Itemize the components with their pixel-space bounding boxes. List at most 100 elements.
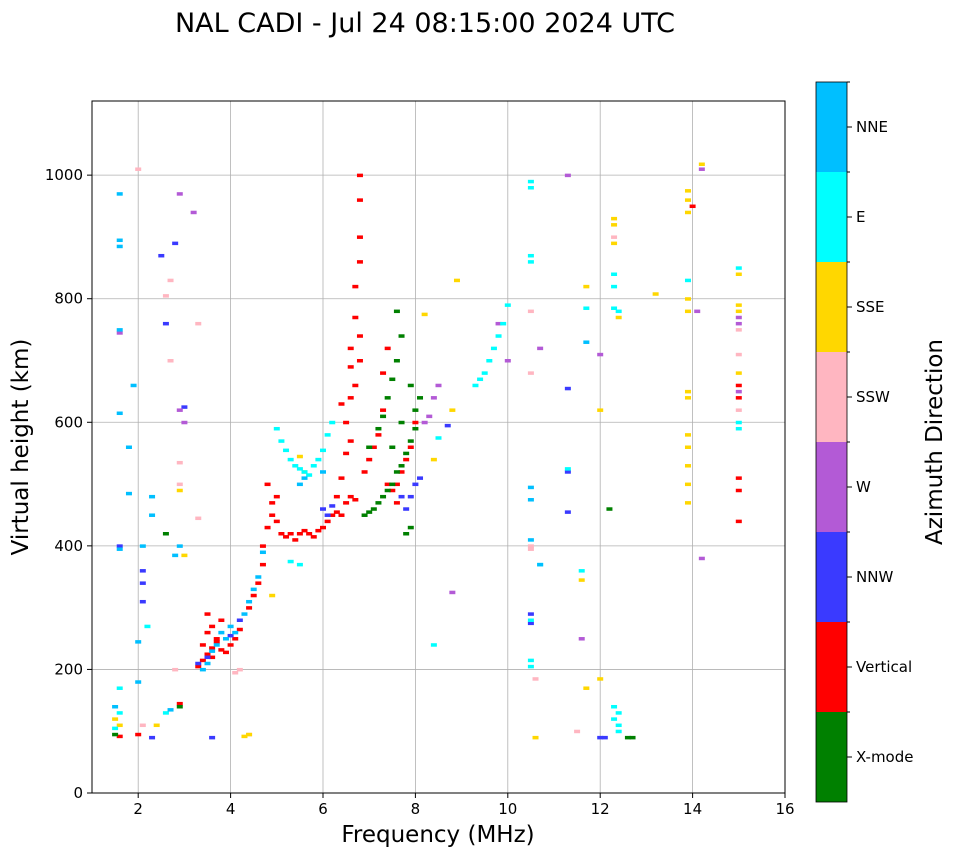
data-point — [209, 646, 216, 650]
data-point — [421, 312, 428, 317]
x-tick-label: 4 — [226, 800, 236, 818]
data-point — [398, 464, 405, 468]
data-point — [624, 735, 631, 740]
data-point — [735, 383, 742, 388]
data-point — [227, 624, 234, 629]
data-point — [204, 652, 211, 656]
data-point — [149, 494, 156, 499]
data-point — [735, 266, 742, 270]
data-point — [684, 464, 691, 468]
colorbar-swatch-w — [816, 442, 847, 532]
data-point — [320, 470, 326, 474]
data-point — [393, 501, 400, 505]
data-point — [213, 637, 220, 641]
colorbar-swatch-vertical — [816, 622, 847, 712]
data-point — [578, 578, 585, 582]
data-point — [698, 167, 705, 171]
data-point — [684, 482, 691, 487]
chart-title: NAL CADI - Jul 24 08:15:00 2024 UTC — [175, 8, 675, 39]
data-point — [135, 640, 142, 644]
data-point — [375, 433, 382, 437]
data-point — [287, 559, 294, 564]
data-point — [495, 321, 502, 326]
data-point — [287, 532, 294, 536]
data-point — [218, 618, 225, 622]
data-point — [218, 630, 225, 635]
data-point — [684, 445, 691, 449]
data-point — [232, 637, 239, 641]
data-point — [352, 315, 359, 320]
data-point — [407, 445, 414, 449]
data-point — [236, 618, 243, 622]
data-point — [407, 525, 414, 530]
series-nne — [112, 192, 590, 712]
series-x-mode — [112, 309, 636, 740]
data-point — [380, 408, 387, 412]
data-point — [735, 328, 742, 332]
data-point — [417, 396, 424, 400]
data-point — [222, 650, 229, 655]
data-point — [403, 507, 410, 511]
data-point — [500, 321, 507, 326]
data-point — [684, 278, 691, 283]
data-point — [324, 433, 331, 437]
data-point — [449, 590, 456, 595]
data-point — [338, 513, 345, 517]
data-point — [361, 513, 368, 517]
data-point — [361, 470, 368, 474]
data-point — [227, 633, 234, 638]
data-point — [172, 241, 179, 246]
data-point — [611, 284, 618, 289]
data-point — [218, 648, 225, 652]
data-point — [250, 587, 257, 592]
data-point — [269, 593, 276, 598]
data-point — [343, 451, 350, 456]
data-point — [241, 612, 248, 616]
data-point — [296, 467, 303, 471]
data-point — [116, 547, 123, 551]
data-point — [320, 525, 326, 530]
data-point — [296, 454, 303, 459]
data-point — [227, 643, 234, 647]
data-point — [735, 396, 742, 400]
data-point — [246, 732, 253, 737]
data-point — [384, 488, 391, 493]
data-point — [204, 612, 211, 616]
data-point — [176, 192, 183, 196]
data-point — [283, 448, 290, 453]
data-point — [356, 334, 363, 338]
data-point — [615, 315, 622, 320]
data-point — [324, 513, 331, 517]
data-point — [255, 581, 262, 585]
data-point — [116, 734, 123, 739]
data-point — [232, 671, 239, 675]
data-point — [343, 501, 350, 505]
colorbar: X-mode Vertical NNW W SSW SSE E NNE — [815, 81, 913, 803]
data-point — [527, 664, 534, 669]
data-point — [366, 510, 373, 514]
data-point — [329, 513, 336, 517]
data-point — [611, 306, 618, 310]
data-point — [176, 482, 183, 487]
data-point — [389, 488, 396, 493]
data-point — [333, 510, 340, 514]
data-point — [417, 476, 424, 480]
data-point — [347, 396, 354, 400]
data-point — [564, 386, 571, 391]
data-point — [176, 701, 183, 706]
data-point — [259, 562, 266, 567]
data-point — [735, 371, 742, 375]
data-point — [347, 346, 354, 351]
data-point — [615, 729, 622, 734]
colorbar-tick-label: W — [856, 478, 871, 496]
data-point — [380, 414, 387, 419]
data-point — [370, 507, 377, 511]
series-vertical — [116, 173, 742, 739]
data-point — [564, 470, 571, 474]
data-point — [273, 426, 280, 431]
data-point — [162, 532, 169, 536]
data-point — [320, 448, 326, 453]
data-point — [278, 532, 285, 536]
data-point — [246, 599, 253, 604]
data-point — [329, 420, 336, 425]
